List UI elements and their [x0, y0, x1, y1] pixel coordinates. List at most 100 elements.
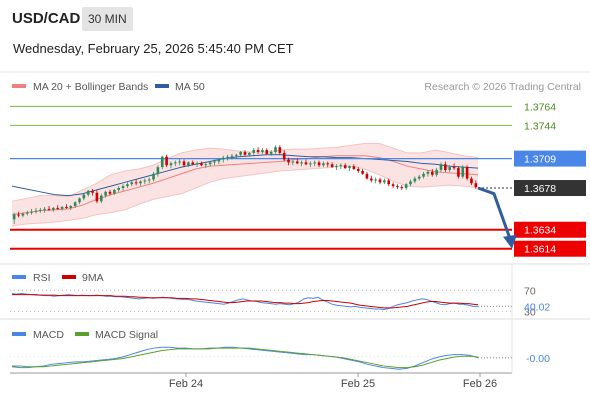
candle-body: [134, 182, 138, 184]
candle-body: [335, 166, 338, 168]
candle-body: [448, 167, 451, 170]
candle-body: [25, 212, 29, 214]
candle-body: [426, 171, 430, 174]
resistance-level-label: 1.3764: [524, 101, 556, 113]
candle-body: [465, 167, 469, 179]
candle-body: [86, 190, 90, 195]
candle-body: [217, 159, 221, 162]
candle-body: [452, 167, 456, 169]
candle-body: [95, 192, 99, 202]
candle-body: [78, 198, 81, 203]
candle-body: [52, 207, 55, 210]
rsi-ma-legend-swatch: [62, 275, 76, 279]
candle-body: [274, 147, 277, 152]
candle-body: [444, 164, 447, 170]
candle-body: [361, 170, 364, 174]
candle-body: [322, 163, 325, 166]
resistance-level-label: 1.3744: [524, 120, 556, 132]
rsi-current-value: 40.02: [524, 301, 550, 313]
candle-body: [369, 178, 373, 181]
candle-body: [300, 162, 303, 164]
candle-body: [461, 167, 465, 177]
ma20-legend-swatch: [12, 84, 26, 88]
candle-body: [387, 180, 391, 185]
candle-body: [69, 206, 73, 208]
candle-body: [339, 165, 343, 167]
candle-body: [422, 173, 425, 177]
candle-body: [200, 163, 203, 166]
candle-body: [121, 186, 125, 189]
candle-body: [352, 166, 356, 170]
candle-body: [287, 159, 290, 163]
candle-body: [178, 161, 181, 163]
candle-body: [313, 162, 316, 164]
candle-body: [365, 173, 369, 179]
candle-body: [391, 184, 395, 187]
candle-body: [195, 163, 199, 165]
candle-body: [34, 210, 38, 212]
candle-body: [139, 181, 142, 184]
candle-body: [204, 164, 208, 166]
rsi-legend-label: RSI: [33, 272, 51, 284]
candle-body: [269, 151, 273, 154]
support-level-tag: [514, 221, 586, 238]
candle-body: [261, 150, 264, 152]
candle-body: [417, 176, 421, 179]
candle-body: [404, 184, 408, 189]
candle-body: [304, 162, 308, 165]
candle-body: [65, 206, 68, 208]
candle-body: [278, 147, 282, 153]
candle-body: [56, 207, 60, 209]
candle-body: [400, 187, 404, 189]
candle-body: [160, 156, 164, 168]
candle-body: [457, 168, 460, 177]
last-price-label: 1.3678: [524, 183, 556, 195]
candle-body: [234, 154, 238, 156]
candle-body: [169, 163, 173, 166]
candle-body: [435, 169, 438, 175]
candle-body: [309, 163, 312, 165]
rsi-tick-label: 30: [524, 307, 536, 319]
candle-body: [104, 191, 107, 196]
candle-body: [73, 202, 77, 207]
candle-body: [252, 150, 256, 153]
forecast-arrow-line: [477, 186, 512, 240]
timeframe-button[interactable]: 30 MIN: [82, 7, 133, 31]
candle-body: [174, 162, 177, 164]
candle-body: [348, 166, 351, 169]
candle-body: [396, 186, 399, 188]
candle-body: [156, 167, 160, 174]
pivot-level-label: 1.3709: [524, 154, 556, 166]
candle-body: [356, 169, 360, 171]
candle-body: [295, 161, 299, 164]
candle-body: [291, 161, 295, 163]
candle-body: [130, 182, 134, 185]
candle-body: [239, 151, 242, 155]
candle-body: [12, 214, 16, 220]
ma20-legend-label: MA 20 + Bollinger Bands: [33, 81, 148, 93]
macd-legend-label: MACD: [33, 329, 64, 341]
x-axis-tick-label: Feb 24: [169, 378, 203, 390]
candle-body: [30, 211, 33, 213]
x-axis-tick-label: Feb 26: [463, 378, 497, 390]
candle-body: [208, 162, 212, 165]
candle-body: [60, 206, 64, 209]
candle-body: [439, 164, 443, 170]
x-axis: Feb 24 Feb 25 Feb 26: [169, 373, 497, 390]
candle-body: [117, 188, 121, 190]
candle-body: [230, 155, 234, 157]
candle-body: [108, 191, 112, 194]
macd-signal-legend-swatch: [75, 332, 89, 336]
candle-body: [413, 178, 417, 182]
candle-body: [221, 157, 225, 160]
chart-header: USD/CAD 30 MIN: [0, 0, 590, 36]
candle-body: [187, 162, 190, 166]
forecast-arrow-head: [503, 234, 517, 249]
candle-body: [152, 173, 155, 180]
candle-body: [330, 164, 334, 168]
support-level-tag: [514, 240, 586, 257]
candle-body: [99, 195, 103, 202]
candle-body: [256, 150, 260, 152]
candle-body: [409, 181, 412, 185]
